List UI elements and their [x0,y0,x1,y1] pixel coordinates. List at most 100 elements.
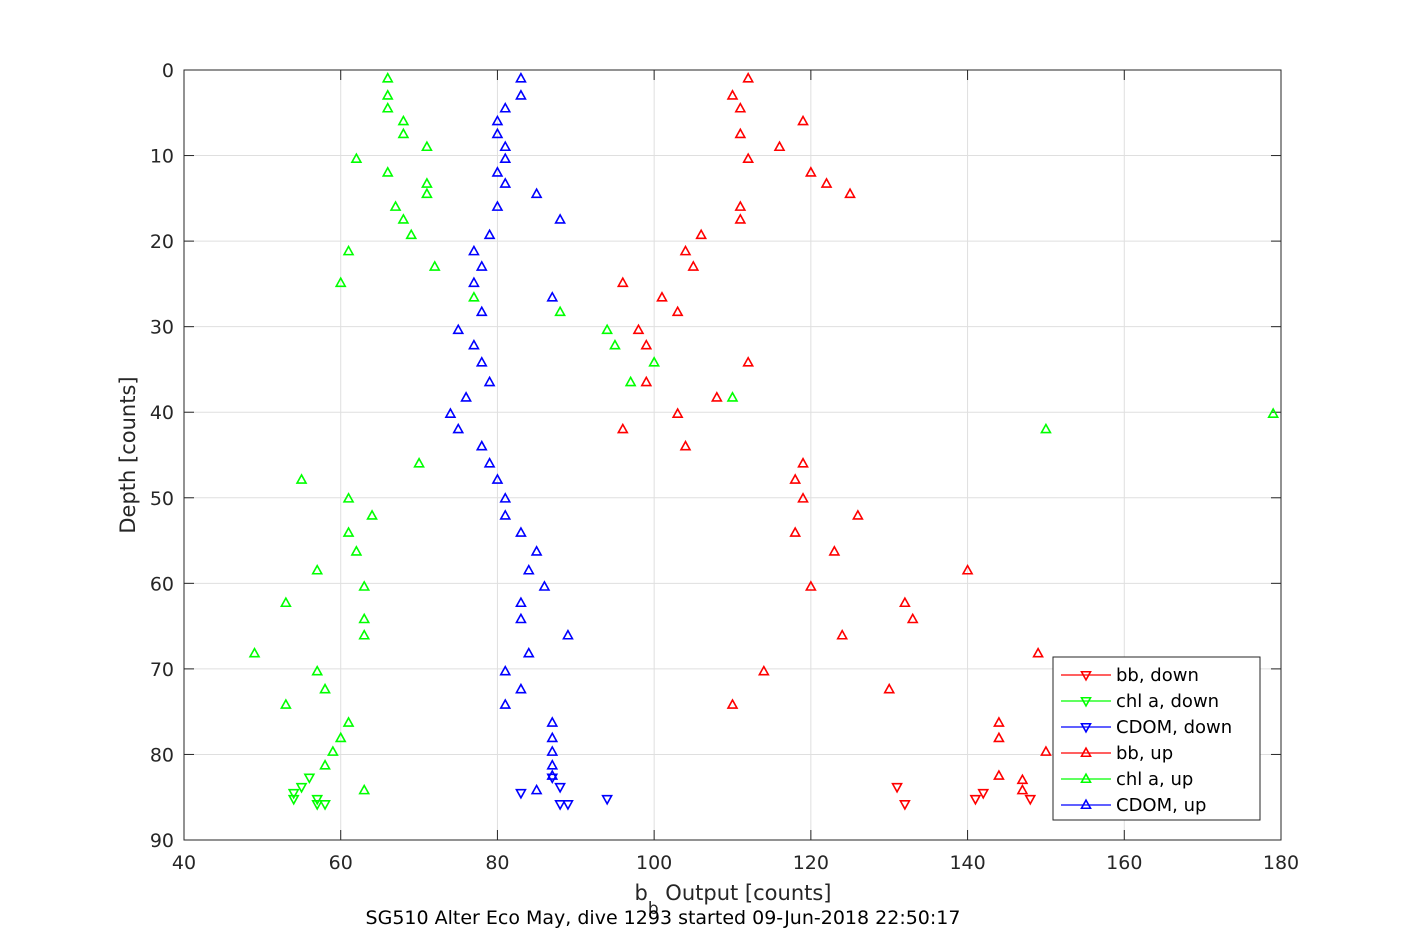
legend-marker [1080,696,1092,708]
data-point [601,323,613,335]
x-axis-label-rest: Output [counts] [659,881,832,905]
data-point [820,177,833,188]
data-point [836,629,849,640]
data-point [671,305,684,317]
data-point [491,114,504,126]
data-point [530,545,543,556]
data-point [413,457,425,468]
data-point [1016,783,1029,795]
y-tick-label: 50 [150,488,174,510]
data-point [726,698,739,709]
data-point [993,731,1005,743]
data-point [358,783,371,795]
data-point [287,794,300,806]
data-point [515,72,527,83]
data-point [311,800,324,811]
data-point [499,509,512,520]
data-point [1032,646,1044,658]
data-point [679,439,692,451]
data-point [358,580,371,591]
y-tick-label: 70 [150,659,174,681]
data-point [389,200,402,211]
legend-item: CDOM, down [1061,717,1232,738]
data-point [640,375,653,387]
y-tick-label: 10 [150,146,174,168]
data-point [797,114,809,126]
data-point [358,629,371,640]
data-point [515,788,527,800]
data-point [522,563,535,575]
data-point [883,682,896,694]
data-point [530,783,543,795]
legend-item: chl a, down [1061,691,1219,712]
series-chl-a-down [287,773,331,811]
data-point [515,526,527,537]
data-point [640,338,653,350]
legend-label: chl a, up [1116,769,1193,790]
data-point [483,457,496,468]
data-point [515,596,527,608]
legend-marker [1080,722,1092,734]
y-tick-label: 80 [150,744,174,766]
legend-item: chl a, up [1061,769,1193,790]
x-tick-label: 120 [793,852,829,874]
data-point [899,596,911,608]
legend-label: CDOM, up [1116,795,1206,816]
series-bb-down [891,782,1037,811]
data-point [546,291,559,302]
data-point [421,177,433,188]
data-point [961,563,974,575]
data-point [366,509,378,520]
legend-marker [1080,798,1092,810]
x-tick-label: 140 [949,852,985,874]
data-point [311,664,324,676]
data-point [546,716,559,727]
data-point [734,200,747,211]
legend-label: chl a, down [1116,691,1219,712]
data-point [327,745,339,756]
x-tick-label: 100 [636,852,672,874]
data-point [468,338,480,350]
data-point [311,563,324,575]
data-point [656,291,668,302]
data-point [554,800,566,811]
data-point [295,473,308,484]
data-point [381,101,394,113]
data-point [797,492,809,503]
legend-item: bb, down [1061,665,1199,686]
data-point [452,323,465,335]
data-point [624,375,637,387]
axis-ticks: 40 60 80 100 120 140 160 180 0 10 20 30 40 50 60 70 80 90 [150,60,1299,874]
data-point [734,101,747,113]
data-point [405,228,418,240]
data-point [468,244,480,256]
data-point [491,473,504,484]
data-point [789,473,802,484]
data-point [444,407,457,418]
data-point [546,731,559,743]
data-point [546,745,559,756]
data-point [421,187,433,199]
data-point [468,291,480,302]
y-tick-label: 20 [150,231,174,253]
data-point [319,759,331,770]
data-point [562,629,574,640]
x-tick-label: 60 [329,852,353,874]
data-point [609,338,621,350]
plot-frame [183,69,1282,841]
data-point [491,127,504,139]
y-tick-label: 90 [150,830,174,852]
x-axis-label-main: b [634,881,647,905]
data-point [381,166,394,177]
data-point [421,140,433,152]
data-point [475,260,488,271]
data-point [977,788,990,800]
data-point [695,228,708,240]
x-tick-label: 40 [172,852,196,874]
data-point [342,244,355,256]
y-tick-label: 40 [150,402,174,424]
data-point [993,716,1005,727]
data-point [428,260,441,271]
data-point [852,509,864,520]
